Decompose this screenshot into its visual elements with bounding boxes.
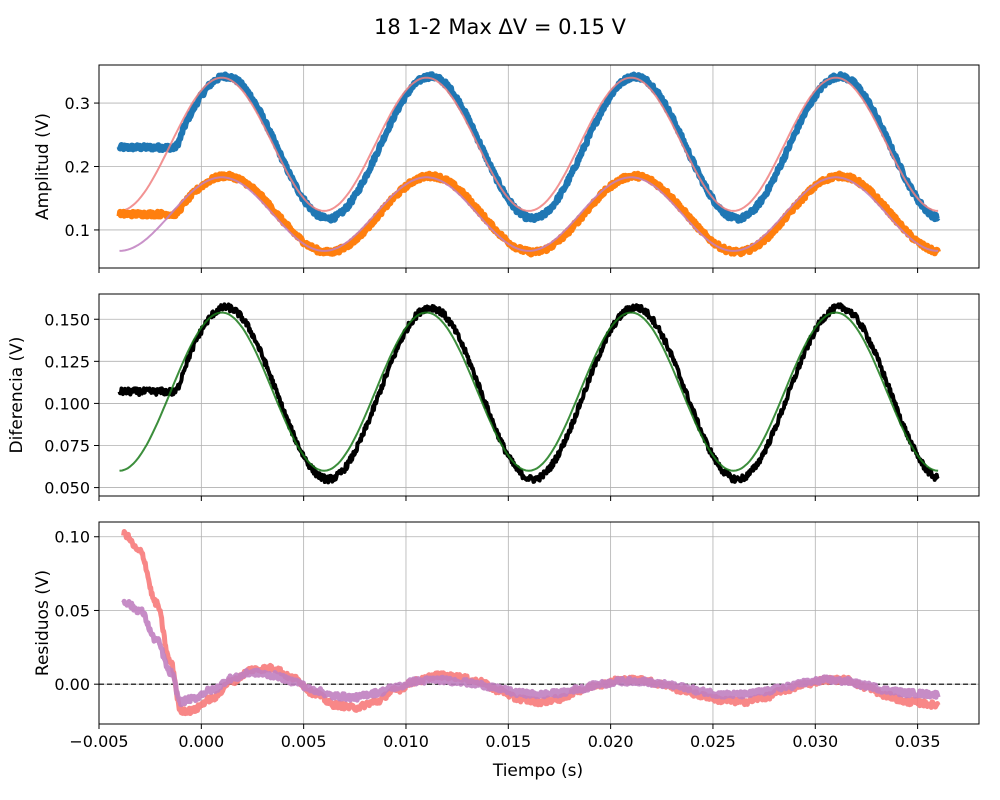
x-tick-label: 0.010 [383,732,429,751]
x-tick-label: 0.020 [588,732,634,751]
series-data-line [116,170,941,258]
series-fit-line [119,76,939,212]
y-axis-label: Amplitud (V) [33,113,53,220]
y-tick-label: 0.00 [54,675,90,694]
y-axis-label: Residuos (V) [33,570,53,676]
y-tick-label: 0.1 [65,221,90,240]
x-tick-label: −0.005 [69,732,128,751]
y-tick-label: 0.10 [54,528,90,547]
x-tick-label: 0.025 [690,732,736,751]
figure-title: 18 1-2 Max ΔV = 0.15 V [374,15,627,39]
panel-1: 0.1 0.2 0.3 Amplitud (V) [33,64,980,273]
y-tick-label: 0.150 [44,310,90,329]
series-residual-line [121,529,941,717]
plot-frame [98,293,980,497]
x-tick-label: 0.035 [895,732,941,751]
x-tick-label: 0.015 [485,732,531,751]
series-data-line [116,71,941,224]
series-residual-line [121,598,941,708]
y-axis-label: Diferencia (V) [7,337,27,454]
y-tick-label: 0.05 [54,601,90,620]
x-tick-label: 0.005 [281,732,327,751]
panel-3: −0.005 0.000 0.005 0.010 0.015 0.020 0.025 0.03… [33,521,980,751]
y-tick-label: 0.125 [44,352,90,371]
plot-frame [98,521,980,725]
y-tick-label: 0.3 [65,94,90,113]
x-tick-label: 0.000 [178,732,224,751]
y-tick-label: 0.075 [44,437,90,456]
y-tick-label: 0.050 [44,479,90,498]
x-axis-label: Tiempo (s) [492,761,583,781]
y-tick-label: 0.2 [65,158,90,177]
series-fit-line [119,176,939,252]
panel-2: 0.050 0.075 0.100 0.125 0.150 Diferencia (V) [7,293,980,501]
y-tick-label: 0.100 [44,394,90,413]
x-tick-label: 0.030 [792,732,838,751]
series-data-line [117,302,940,485]
series-fit-line [119,311,939,472]
